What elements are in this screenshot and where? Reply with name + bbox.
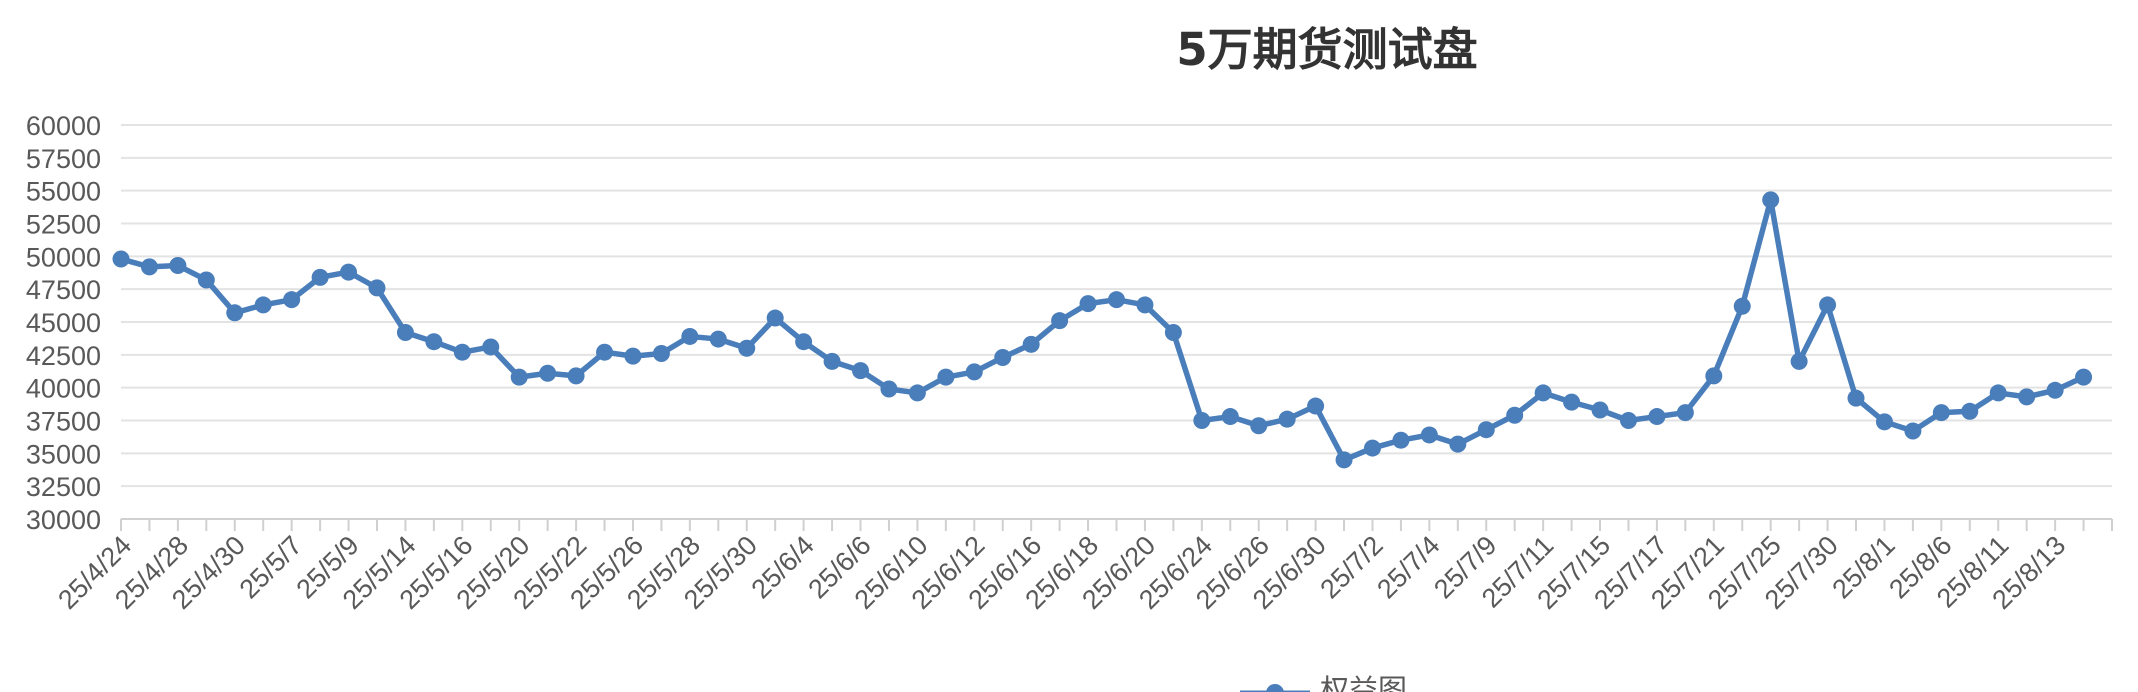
data-point	[1420, 426, 1438, 444]
legend: 权益图	[1240, 673, 1407, 692]
data-point	[1449, 435, 1467, 453]
data-point	[1335, 451, 1353, 469]
data-point	[1563, 393, 1581, 411]
legend-label: 权益图	[1320, 673, 1407, 692]
y-tick-label: 55000	[26, 177, 101, 207]
data-point	[1250, 417, 1268, 435]
y-tick-label: 60000	[26, 111, 101, 141]
data-point	[1591, 401, 1609, 419]
data-point	[425, 333, 443, 351]
data-point	[994, 348, 1012, 366]
data-point	[965, 363, 983, 381]
data-point	[1790, 352, 1808, 370]
x-tick-label: 25/7/4	[1371, 530, 1445, 604]
data-point	[311, 268, 329, 286]
data-point	[1932, 404, 1950, 422]
data-point	[681, 327, 699, 345]
data-point	[140, 258, 158, 276]
data-point	[2075, 368, 2093, 386]
data-point	[1136, 296, 1154, 314]
data-point	[539, 364, 557, 382]
data-point	[169, 257, 187, 275]
y-tick-label: 35000	[26, 439, 101, 469]
data-point	[510, 368, 528, 386]
data-point	[1079, 295, 1097, 313]
data-point	[1676, 404, 1694, 422]
x-tick-label: 25/5/7	[234, 530, 308, 604]
series-layer	[112, 191, 2093, 469]
data-point	[766, 309, 784, 327]
y-tick-label: 57500	[26, 144, 101, 174]
data-point	[283, 291, 301, 309]
y-tick-label: 45000	[26, 308, 101, 338]
y-axis: 3000032500350003750040000425004500047500…	[26, 111, 101, 535]
data-point	[1278, 410, 1296, 428]
data-point	[567, 367, 585, 385]
legend-marker	[1266, 684, 1284, 692]
series-line	[118, 197, 2087, 463]
data-point	[1221, 408, 1239, 426]
data-point	[652, 345, 670, 363]
chart-title: 5万期货测试盘	[1176, 23, 1477, 76]
y-tick-label: 52500	[26, 210, 101, 240]
data-point	[254, 296, 272, 314]
data-point	[112, 250, 130, 268]
data-point	[596, 343, 614, 361]
data-point	[1392, 431, 1410, 449]
data-point	[1164, 324, 1182, 342]
y-tick-label: 42500	[26, 341, 101, 371]
data-point	[1108, 291, 1125, 309]
data-point	[396, 324, 414, 342]
data-point	[197, 271, 215, 289]
data-point	[1022, 335, 1040, 353]
x-tick-label: 25/7/2	[1314, 530, 1388, 604]
data-point	[2018, 388, 2036, 406]
data-point	[1051, 312, 1069, 330]
data-point	[1875, 413, 1893, 431]
data-point	[1477, 421, 1495, 439]
data-point	[1363, 439, 1381, 457]
data-point	[482, 338, 500, 356]
data-point	[340, 263, 358, 281]
data-point	[1989, 384, 2007, 402]
grid-lines	[121, 124, 2112, 520]
data-point	[368, 279, 386, 297]
data-point	[1733, 297, 1751, 315]
data-point	[226, 304, 244, 322]
data-point	[624, 347, 642, 365]
y-tick-label: 30000	[26, 505, 101, 535]
data-point	[795, 333, 813, 351]
y-tick-label: 47500	[26, 275, 101, 305]
data-point	[1506, 406, 1524, 424]
data-point	[738, 339, 756, 357]
x-axis: 25/4/2425/4/2825/4/3025/5/725/5/925/5/14…	[52, 519, 2113, 615]
data-point	[880, 380, 898, 398]
data-point	[823, 352, 841, 370]
data-point	[1619, 412, 1637, 429]
data-point	[1762, 191, 1780, 209]
data-point	[937, 368, 955, 386]
y-tick-label: 32500	[26, 472, 101, 502]
data-point	[1534, 384, 1552, 402]
y-tick-label: 37500	[26, 407, 101, 437]
data-point	[1847, 389, 1865, 407]
data-point	[1904, 422, 1922, 440]
y-tick-label: 40000	[26, 374, 101, 404]
data-point	[2046, 381, 2064, 399]
data-point	[1307, 397, 1325, 415]
y-tick-label: 50000	[26, 242, 101, 272]
data-point	[1648, 408, 1666, 426]
data-point	[908, 384, 926, 402]
data-point	[1193, 412, 1211, 429]
data-point	[852, 362, 870, 380]
data-point	[453, 343, 471, 361]
x-tick-label: 25/8/1	[1826, 530, 1900, 604]
data-point	[1961, 402, 1979, 420]
data-point	[709, 330, 727, 348]
x-tick-label: 25/6/4	[746, 530, 820, 604]
data-point	[1705, 367, 1723, 385]
data-point	[1819, 296, 1837, 314]
